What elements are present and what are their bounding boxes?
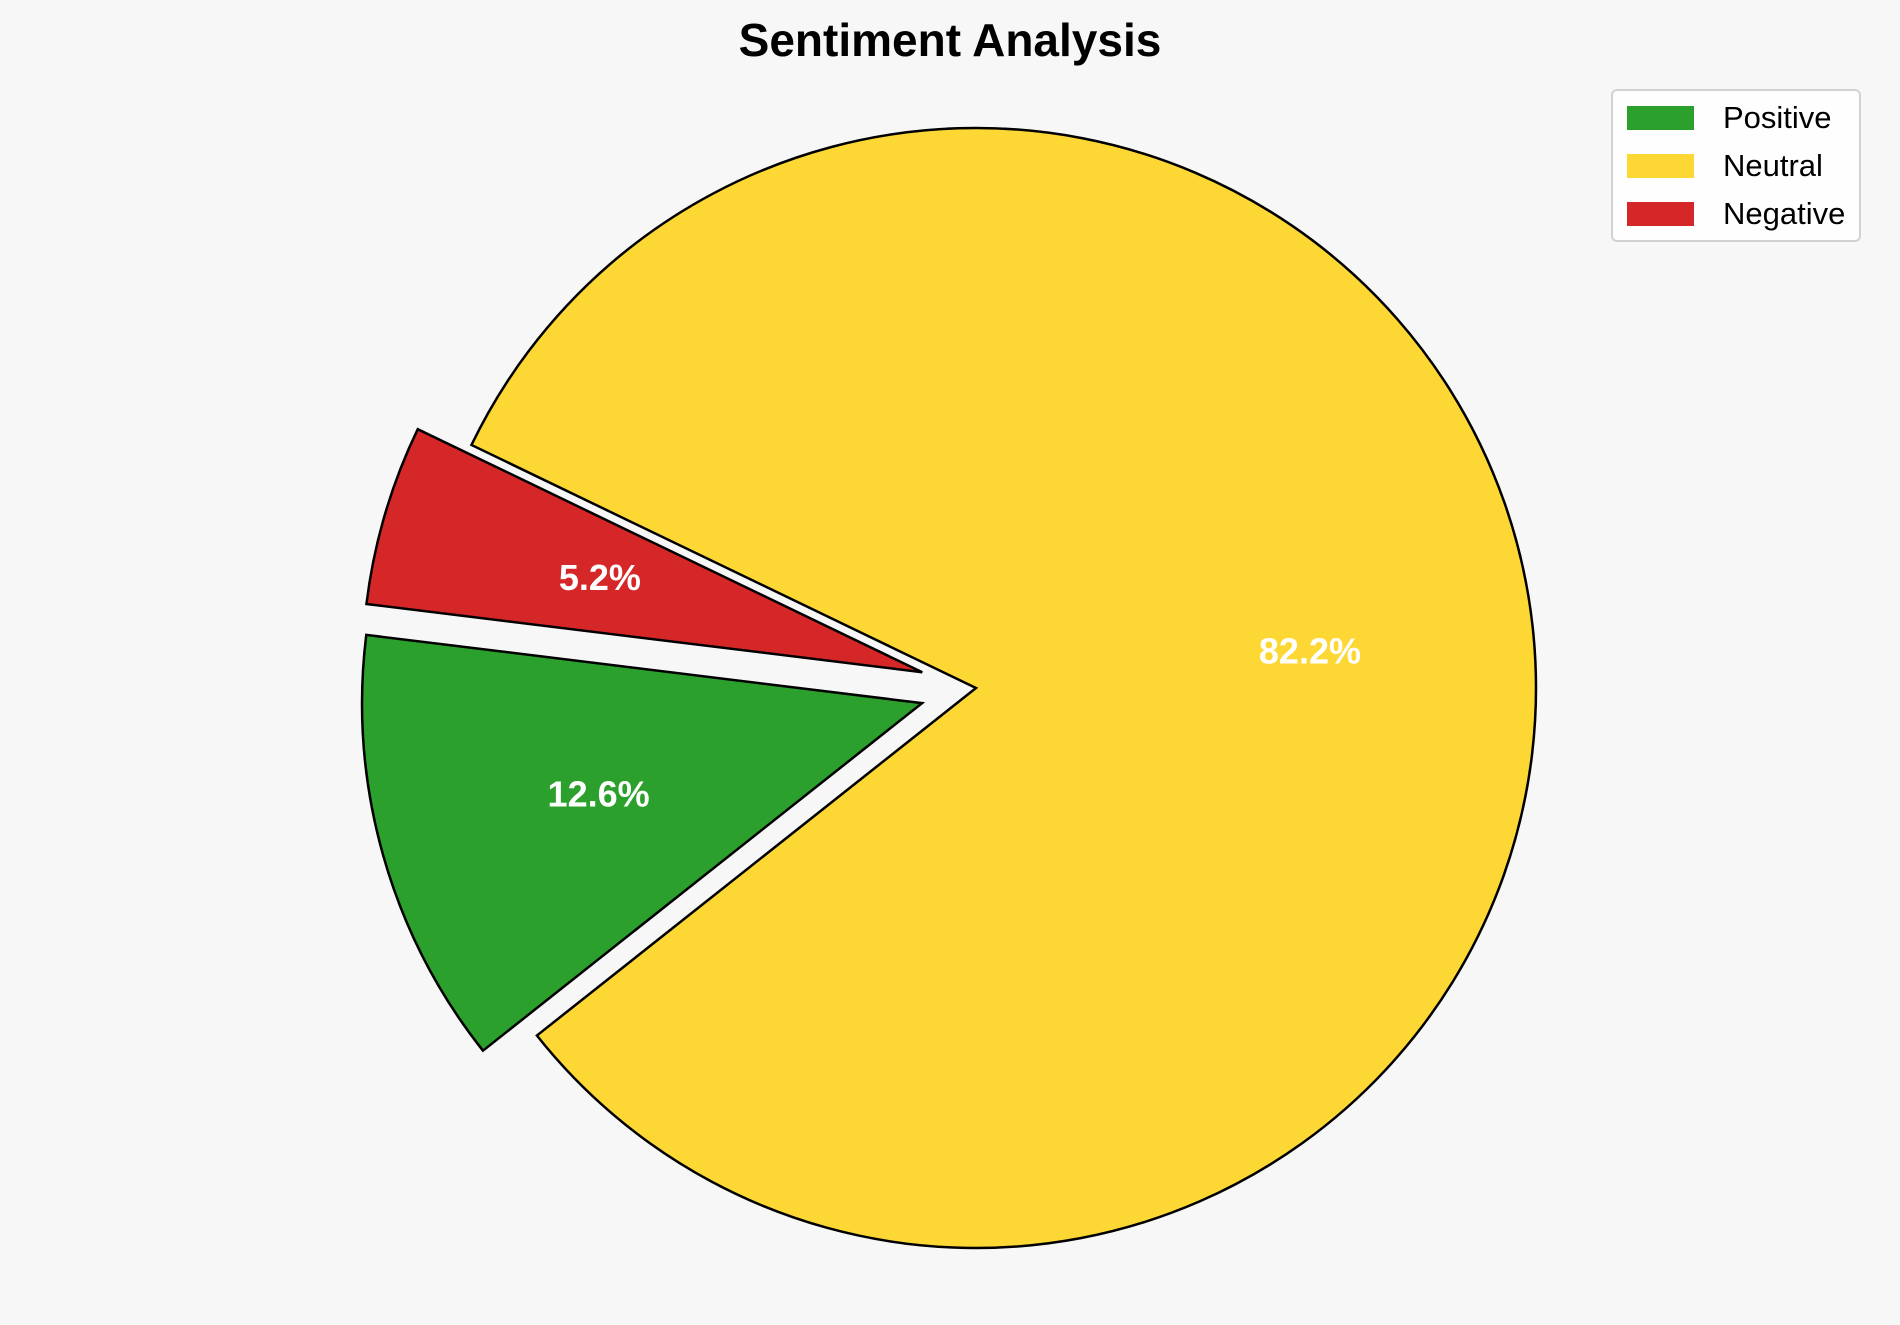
pie-label-neutral: 82.2%	[1259, 631, 1361, 672]
pie-slice-neutral	[469, 126, 1538, 1250]
pie-slice-negative	[365, 427, 923, 674]
pie-slice-positive	[360, 633, 926, 1053]
legend-swatch-neutral	[1627, 154, 1694, 178]
chart-title: Sentiment Analysis	[738, 14, 1162, 66]
legend-label-positive: Positive	[1723, 100, 1832, 135]
pie-label-negative: 5.2%	[559, 557, 641, 598]
legend-swatch-negative	[1627, 202, 1694, 226]
legend-item-neutral: Neutral	[1627, 148, 1823, 183]
legend-label-negative: Negative	[1723, 196, 1846, 231]
legend-item-negative: Negative	[1627, 196, 1846, 231]
legend-swatch-positive	[1627, 106, 1694, 130]
legend-label-neutral: Neutral	[1723, 148, 1823, 183]
pie-label-positive: 12.6%	[548, 773, 650, 814]
legend-item-positive: Positive	[1627, 100, 1832, 135]
chart-legend: Positive Neutral Negative	[1611, 89, 1861, 242]
